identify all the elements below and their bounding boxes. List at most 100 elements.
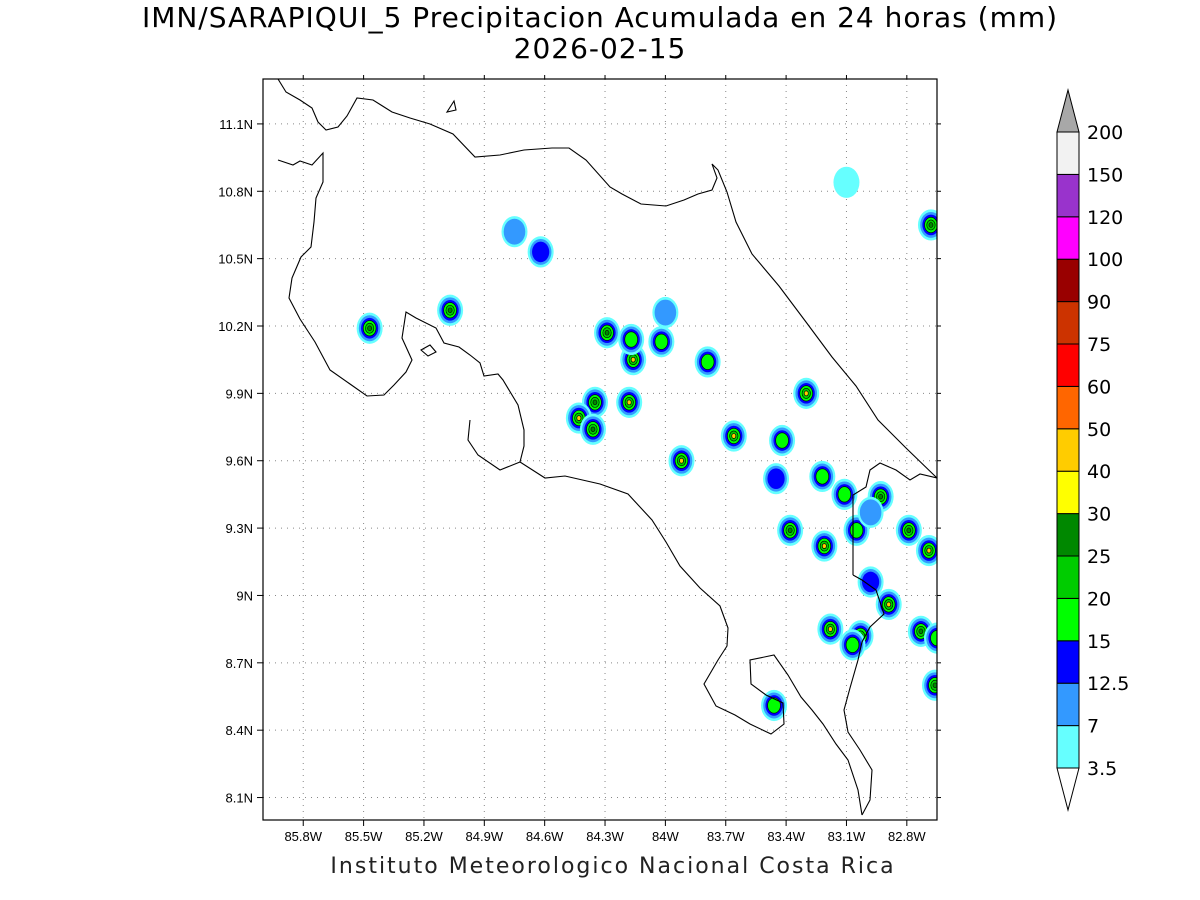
precip-level-15 — [815, 468, 830, 485]
colorbar-segment — [1056, 385, 1080, 430]
colorbar-label: 12.5 — [1087, 673, 1129, 695]
precip-level-40 — [803, 390, 809, 397]
precip-level-7 — [859, 499, 882, 526]
colorbar-label: 40 — [1087, 461, 1111, 483]
map-title: IMN/SARAPIQUI_5 Precipitacion Acumulada … — [0, 2, 1200, 64]
nicoya-gulf-coast — [467, 419, 521, 471]
colorbar-label: 75 — [1087, 334, 1111, 356]
x-tick-label: 83.1W — [828, 829, 866, 844]
colorbar-segment — [1056, 597, 1080, 642]
precip-level-25 — [787, 527, 793, 534]
precip-level-3.5 — [833, 166, 860, 198]
precip-cell — [618, 323, 645, 356]
precip-cell — [594, 317, 621, 349]
precip-level-40 — [828, 626, 833, 632]
precip-level-12.5 — [532, 241, 550, 263]
x-tick-label: 82.8W — [888, 829, 926, 844]
colorbar-segment — [1056, 428, 1080, 472]
y-tick-label: 9N — [236, 588, 253, 603]
precip-level-40 — [886, 601, 892, 608]
precip-level-40 — [926, 547, 932, 554]
precip-level-25 — [906, 527, 912, 534]
y-tick-label: 9.6N — [226, 454, 253, 469]
colorbar-segment — [1056, 640, 1080, 684]
precip-cell — [501, 216, 528, 248]
map-axes: 85.8W 85.5W 85.2W 84.9W 84.6W 84.3W 84W 83.7W 83… — [218, 75, 941, 844]
colorbar-label: 150 — [1087, 164, 1123, 186]
panama-border — [852, 462, 937, 575]
colorbar-label: 120 — [1087, 207, 1123, 229]
title-line-1: IMN/SARAPIQUI_5 Precipitacion Acumulada … — [141, 1, 1059, 34]
precip-cell — [437, 294, 464, 326]
precip-level-40 — [679, 458, 684, 464]
precip-cell — [616, 386, 643, 418]
x-tick-label: 84W — [652, 829, 679, 844]
precip-level-15 — [849, 522, 864, 539]
precip-level-25 — [878, 493, 883, 500]
x-tick-label: 84.9W — [466, 829, 504, 844]
precip-cell — [817, 613, 844, 645]
precip-cell — [839, 629, 866, 661]
colorbar-label: 100 — [1087, 249, 1123, 271]
precip-cell — [915, 534, 937, 567]
y-tick-label: 8.7N — [226, 656, 253, 671]
pacific-coast-south — [843, 574, 885, 816]
precip-level-15 — [767, 697, 781, 714]
y-tick-label: 10.2N — [218, 319, 253, 334]
colorbar-segment — [1056, 555, 1080, 599]
precip-cell — [793, 377, 820, 409]
precip-cell — [857, 496, 884, 528]
precip-level-25 — [367, 325, 372, 331]
precip-cell — [763, 463, 790, 495]
y-tick-label: 10.5N — [218, 252, 253, 267]
y-tick-label: 9.9N — [226, 386, 253, 401]
y-tick-label: 8.4N — [226, 723, 253, 738]
precip-cell — [668, 445, 695, 477]
colorbar-segment — [1056, 216, 1080, 260]
y-tick-label: 9.3N — [226, 521, 253, 536]
precip-cell — [694, 346, 721, 378]
institution-credit: Instituto Meteorologico Nacional Costa R… — [330, 854, 896, 879]
colorbar-segment — [1056, 725, 1080, 769]
precip-level-40 — [576, 415, 582, 421]
precip-level-40 — [731, 433, 737, 439]
precip-cell — [761, 689, 788, 722]
grid-lines — [263, 79, 937, 820]
precip-level-25 — [928, 222, 934, 228]
colorbar-label: 90 — [1087, 292, 1111, 314]
caribbean-coast — [277, 79, 937, 479]
precip-cell — [720, 420, 747, 452]
precip-level-15 — [654, 333, 669, 350]
colorbar-label: 7 — [1087, 716, 1099, 738]
precip-level-25 — [592, 399, 598, 406]
precip-cell — [777, 514, 804, 546]
plot-frame — [262, 78, 938, 821]
precip-level-12.5 — [862, 571, 880, 593]
precip-level-40 — [630, 356, 636, 363]
colorbar: 3.5 7 12.5 15 20 25 30 40 50 60 75 90 100 120 150 200 — [1056, 88, 1129, 812]
precip-level-7 — [654, 299, 677, 326]
precip-level-15 — [775, 432, 789, 449]
precip-cell — [833, 166, 860, 198]
precip-cell — [356, 312, 383, 344]
colorbar-segment — [1056, 258, 1080, 303]
precip-cell — [895, 514, 922, 546]
x-tick-label: 84.6W — [526, 829, 564, 844]
precip-level-25 — [447, 307, 453, 313]
x-tick-label: 85.8W — [284, 829, 322, 844]
precip-cell — [917, 209, 937, 241]
precip-level-15 — [700, 353, 715, 370]
colorbar-label: 60 — [1087, 376, 1111, 398]
pacific-coast-north — [277, 151, 863, 816]
colorbar-segment — [1056, 301, 1080, 345]
colorbar-top-arrow — [1056, 88, 1080, 133]
precip-cell — [831, 478, 858, 511]
x-tick-label: 83.4W — [767, 829, 805, 844]
precip-cell — [579, 413, 606, 445]
precip-cell — [811, 530, 838, 562]
lake-nicaragua-island — [445, 99, 457, 113]
precip-level-25 — [590, 426, 596, 432]
precip-level-15 — [624, 331, 638, 348]
precip-cell — [924, 622, 937, 654]
